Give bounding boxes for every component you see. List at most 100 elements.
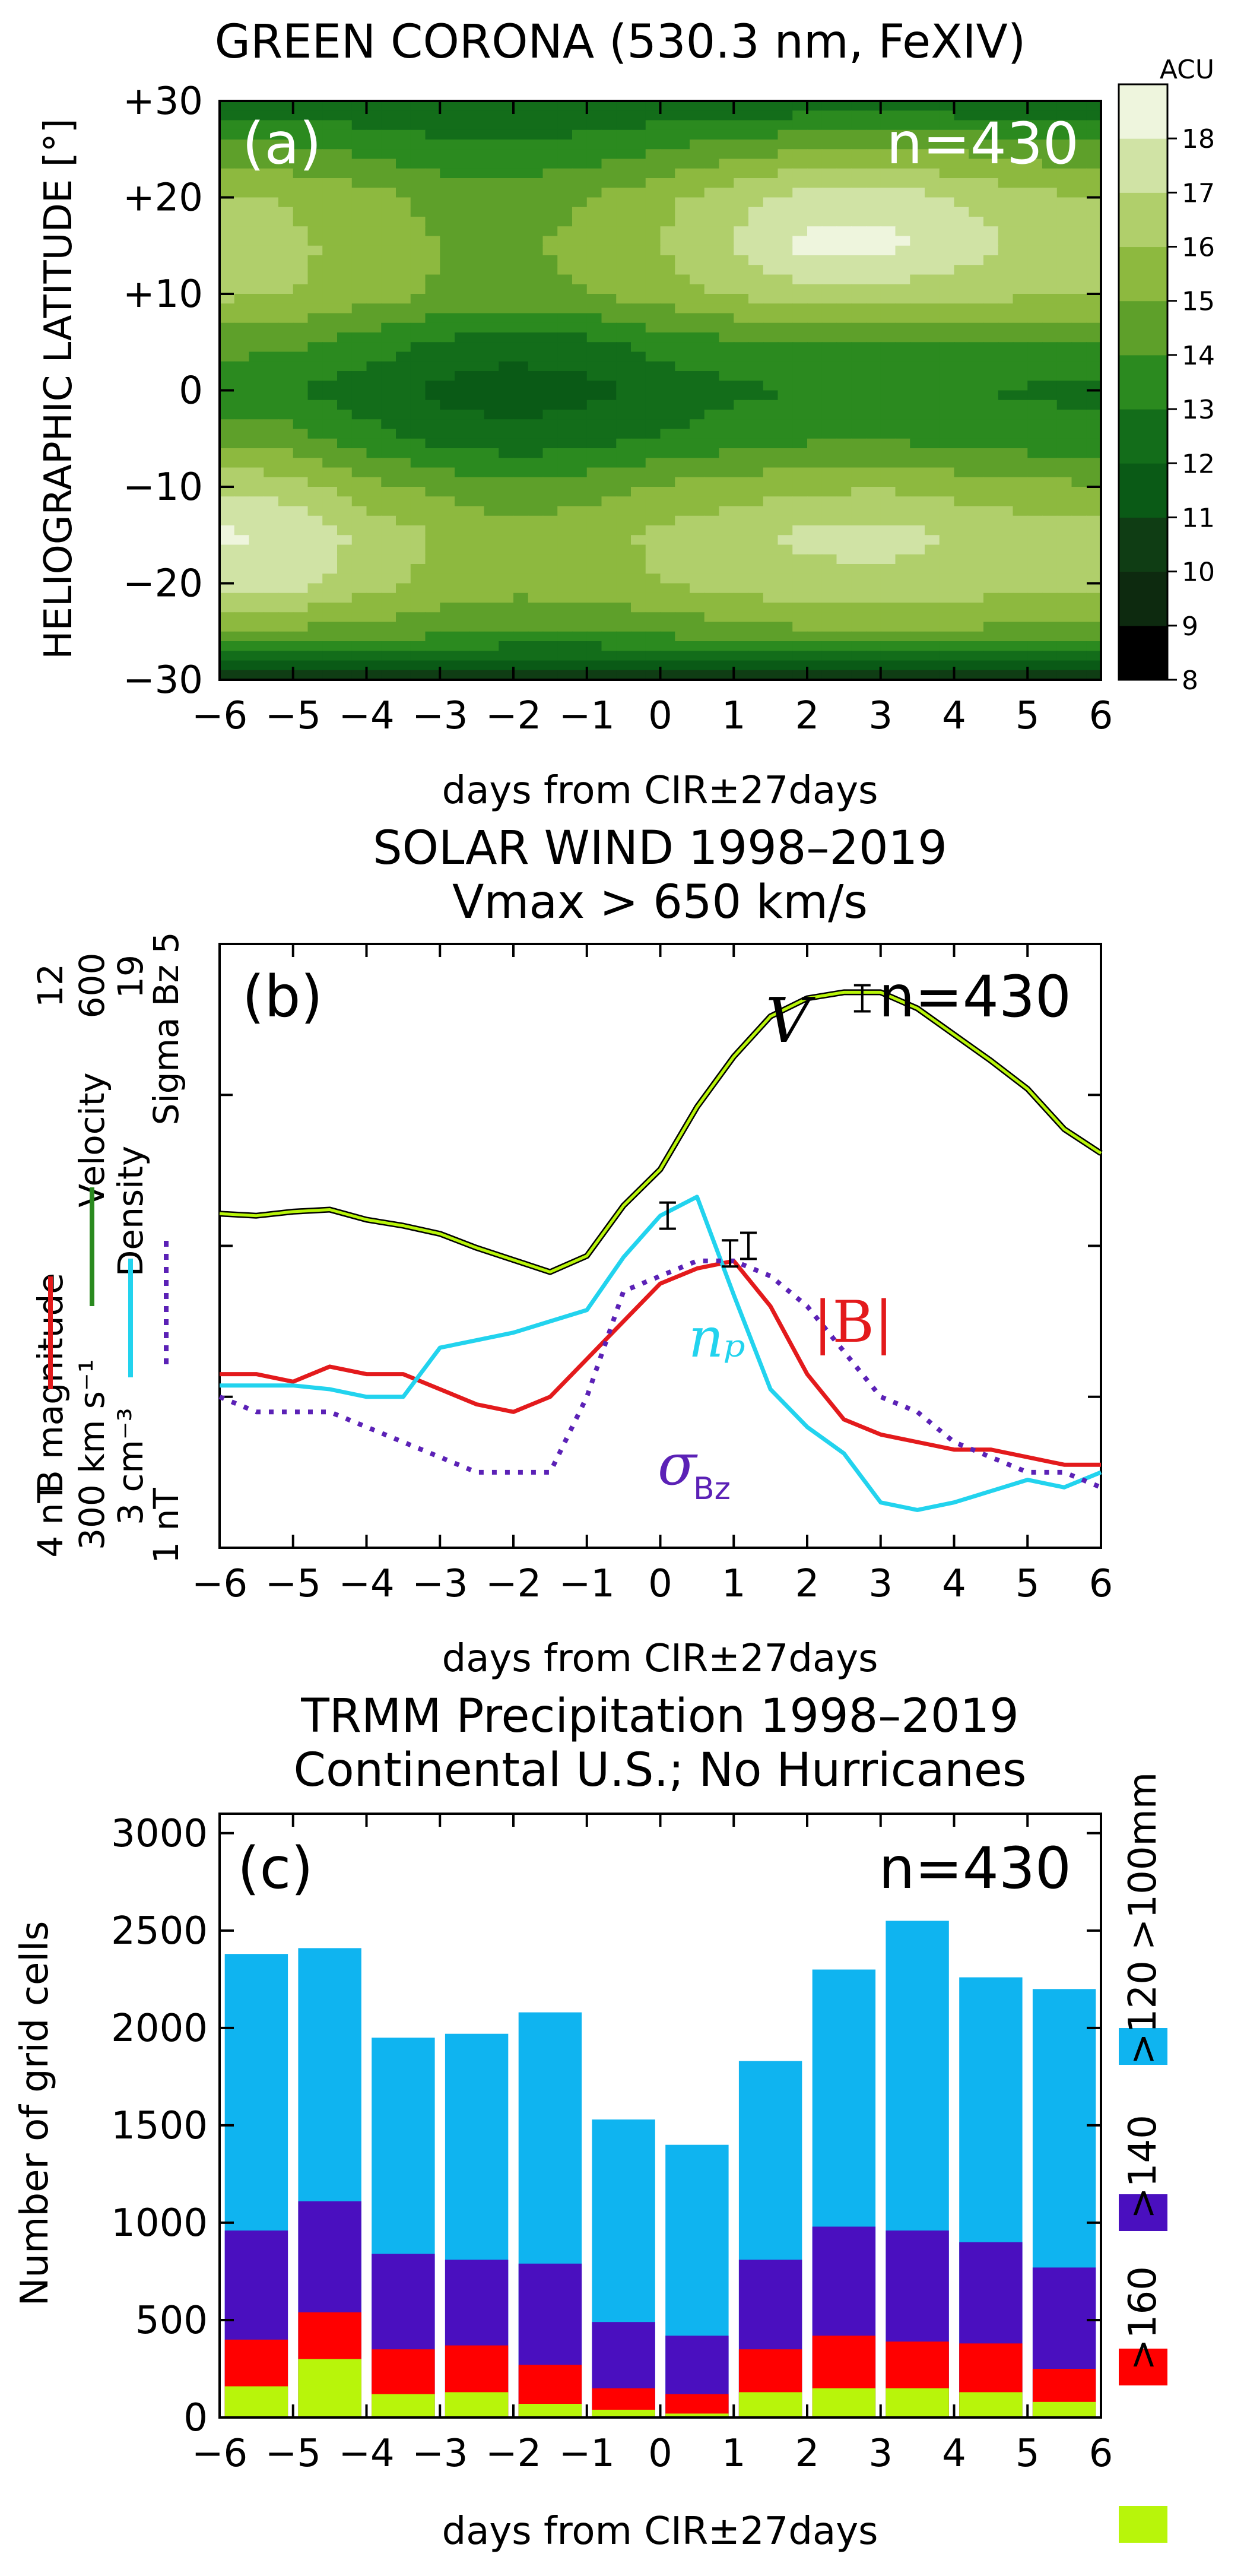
heatmap-cell	[586, 554, 602, 565]
heatmap-cell	[557, 351, 573, 362]
heatmap-cell	[278, 342, 294, 353]
heatmap-cell	[910, 670, 925, 680]
heatmap-cell	[836, 168, 852, 179]
heatmap-cell	[410, 217, 426, 227]
heatmap-cell	[278, 438, 294, 449]
heatmap-cell	[807, 515, 823, 526]
y-tick-label: −30	[123, 658, 203, 702]
heatmap-cell	[939, 660, 955, 671]
heatmap-cell	[264, 670, 279, 680]
heatmap-cell	[866, 351, 881, 362]
heatmap-cell	[734, 554, 749, 565]
heatmap-cell	[660, 188, 676, 198]
heatmap-cell	[983, 101, 999, 112]
heatmap-cell	[1071, 496, 1087, 507]
heatmap-cell	[616, 438, 631, 449]
heatmap-cell	[1027, 294, 1043, 305]
heatmap-cell	[366, 371, 382, 382]
heatmap-cell	[660, 554, 676, 565]
heatmap-cell	[586, 265, 602, 275]
heatmap-cell	[557, 332, 573, 343]
heatmap-cell	[469, 371, 485, 382]
heatmap-cell	[910, 506, 925, 517]
heatmap-cell	[513, 631, 529, 642]
heatmap-cell	[542, 419, 558, 430]
heatmap-cell	[293, 400, 309, 410]
heatmap-cell	[763, 496, 779, 507]
heatmap-cell	[821, 583, 837, 594]
heatmap-cell	[616, 188, 631, 198]
heatmap-cell	[410, 419, 426, 430]
heatmap-cell	[631, 554, 646, 565]
y-tick-label: −20	[123, 562, 203, 606]
heatmap-cell	[410, 390, 426, 401]
heatmap-cell	[1086, 381, 1101, 391]
heatmap-cell	[469, 197, 485, 208]
heatmap-cell	[293, 129, 309, 140]
heatmap-cell	[440, 544, 455, 555]
heatmap-cell	[719, 467, 735, 478]
heatmap-cell	[1042, 400, 1058, 410]
heatmap-cell	[366, 274, 382, 285]
heatmap-cell	[455, 467, 470, 478]
heatmap-cell	[278, 332, 294, 343]
heatmap-cell	[763, 217, 779, 227]
heatmap-cell	[616, 322, 631, 333]
heatmap-cell	[763, 120, 779, 131]
heatmap-cell	[660, 592, 676, 603]
heatmap-cell	[939, 168, 955, 179]
heatmap-cell	[645, 400, 661, 410]
heatmap-cell	[586, 168, 602, 179]
heatmap-cell	[249, 410, 265, 420]
heatmap-cell	[322, 410, 338, 420]
heatmap-cell	[880, 188, 896, 198]
heatmap-cell	[675, 573, 690, 584]
heatmap-cell	[734, 515, 749, 526]
heatmap-cell	[1013, 303, 1029, 314]
heatmap-cell	[366, 400, 382, 410]
heatmap-cell	[425, 245, 441, 256]
heatmap-cell	[631, 438, 646, 449]
heatmap-cell	[542, 544, 558, 555]
heatmap-cell	[337, 438, 353, 449]
heatmap-cell	[337, 410, 353, 420]
y-tick-label: 2500	[111, 1909, 208, 1953]
heatmap-cell	[396, 535, 411, 546]
heatmap-cell	[1071, 274, 1087, 285]
panel-a-y-ticks: +30+20+100−10−20−30	[123, 80, 1101, 702]
heatmap-cell	[528, 477, 544, 487]
heatmap-cell	[351, 371, 367, 382]
heatmap-cell	[586, 322, 602, 333]
heatmap-cell	[969, 294, 984, 305]
heatmap-cell	[307, 313, 323, 324]
heatmap-cell	[998, 506, 1014, 517]
heatmap-cell	[851, 351, 867, 362]
heatmap-cell	[836, 496, 852, 507]
heatmap-cell	[939, 573, 955, 584]
heatmap-cell	[499, 294, 514, 305]
heatmap-cell	[778, 651, 794, 661]
heatmap-cell	[1013, 110, 1029, 121]
heatmap-cell	[425, 101, 441, 112]
heatmap-cell	[954, 410, 970, 420]
heatmap-cell	[1042, 583, 1058, 594]
heatmap-cell	[351, 381, 367, 391]
heatmap-cell	[366, 207, 382, 217]
heatmap-cell	[396, 120, 411, 131]
heatmap-cell	[645, 371, 661, 382]
heatmap-cell	[1056, 178, 1072, 189]
heatmap-cell	[1086, 313, 1101, 324]
heatmap-cell	[351, 670, 367, 680]
heatmap-cell	[690, 506, 705, 517]
heatmap-cell	[998, 554, 1014, 565]
heatmap-cell	[954, 351, 970, 362]
heatmap-cell	[586, 429, 602, 439]
heatmap-cell	[586, 410, 602, 420]
heatmap-cell	[1086, 255, 1101, 266]
heatmap-cell	[410, 506, 426, 517]
heatmap-cell	[601, 101, 617, 112]
heatmap-cell	[983, 631, 999, 642]
heatmap-cell	[381, 612, 396, 623]
heatmap-cell	[939, 458, 955, 468]
heatmap-cell	[586, 419, 602, 430]
